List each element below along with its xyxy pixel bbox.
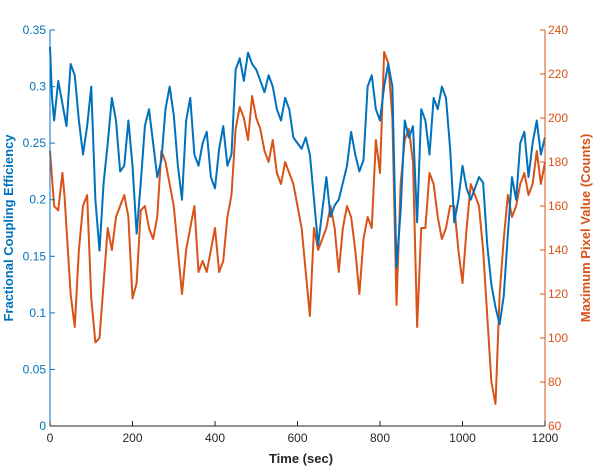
right-tick-label: 220 <box>548 67 568 81</box>
left-tick-label: 0.2 <box>29 193 46 207</box>
right-tick-label: 120 <box>548 287 568 301</box>
left-tick-label: 0.05 <box>23 362 47 376</box>
left-y-axis: 0 0.05 0.1 0.15 0.2 0.25 0.3 0.35 <box>23 23 55 433</box>
plot-area <box>49 46 546 405</box>
x-tick-label: 400 <box>205 431 225 445</box>
left-tick-label: 0.25 <box>23 136 47 150</box>
right-tick-label: 100 <box>548 331 568 345</box>
x-tick-label: 800 <box>370 431 390 445</box>
x-tick-label: 0 <box>47 431 54 445</box>
right-tick-label: 200 <box>548 111 568 125</box>
right-tick-label: 180 <box>548 155 568 169</box>
left-tick-label: 0 <box>39 419 46 433</box>
right-tick-label: 160 <box>548 199 568 213</box>
left-tick-label: 0.35 <box>23 23 47 37</box>
x-tick-label: 600 <box>287 431 307 445</box>
coupling-efficiency-series-line <box>49 46 546 326</box>
x-axis-title: Time (sec) <box>269 451 333 466</box>
left-tick-label: 0.1 <box>29 306 46 320</box>
right-tick-label: 80 <box>548 375 562 389</box>
right-y-axis: 60 80 100 120 140 160 180 200 220 240 <box>540 23 568 433</box>
right-tick-label: 240 <box>548 23 568 37</box>
right-tick-label: 140 <box>548 243 568 257</box>
right-tick-label: 60 <box>548 419 562 433</box>
max-pixel-value-series-line <box>49 51 546 405</box>
x-axis: 0 200 400 600 800 1000 1200 <box>47 421 559 445</box>
right-y-axis-title: Maximum Pixel Value (Counts) <box>578 134 593 323</box>
left-y-axis-title: Fractional Coupling Efficiency <box>1 134 16 322</box>
x-tick-label: 1000 <box>449 431 476 445</box>
x-tick-label: 1200 <box>532 431 559 445</box>
left-tick-label: 0.3 <box>29 80 46 94</box>
x-tick-label: 200 <box>122 431 142 445</box>
left-tick-label: 0.15 <box>23 249 47 263</box>
